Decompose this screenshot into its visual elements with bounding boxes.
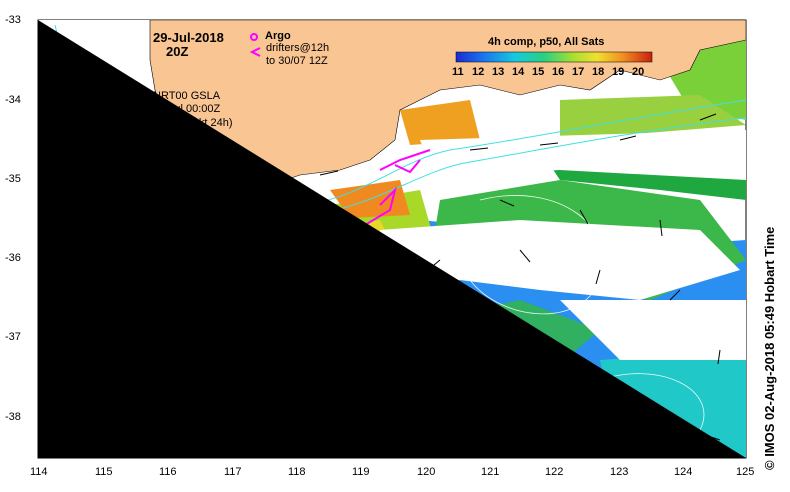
x-tick: 114 [30,466,48,478]
cb-tick: 11 [452,66,464,78]
drifter-legend-icon [249,47,261,57]
x-tick: 116 [159,466,177,478]
x-tick: 115 [95,466,113,478]
credit-label: © IMOS 02-Aug-2018 05:49 Hobart Time [762,226,777,470]
scale-label: 0.5m/s (1kt 24h) [153,117,233,129]
x-tick: 122 [545,466,564,478]
x-tick: 121 [481,466,500,478]
cb-tick: 13 [492,66,505,78]
x-tick: 118 [288,466,306,478]
cb-tick: 20 [632,66,645,78]
cb-tick: 12 [472,66,485,78]
product-time-label: 27-Jul 00:00Z [153,103,221,115]
y-tick: -38 [5,411,21,423]
isobath-200-label: 200m [105,90,133,102]
y-tick: -37 [5,331,21,343]
map-date: 29-Jul-2018 [153,30,224,45]
x-tick: 119 [352,466,370,478]
x-tick: 117 [224,466,242,478]
axes [37,20,746,459]
y-tick: -33 [5,14,21,26]
drifters-time-label: to 30/07 12Z [266,55,328,67]
argo-legend-icon [250,33,258,41]
colorbar-title: 4h comp, p50, All Sats [488,36,605,48]
y-tick: -34 [5,94,21,106]
map-time: 20Z [166,44,189,59]
colorbar [455,51,653,63]
x-tick: 120 [417,466,436,478]
cb-tick: 14 [512,66,525,78]
x-tick: 125 [736,466,755,478]
isobath-1000-label: 1000m [105,103,139,115]
y-tick: -36 [5,252,21,264]
cb-tick: 17 [572,66,585,78]
argo-label: Argo [265,30,291,42]
y-tick: -35 [5,173,21,185]
cb-tick: 18 [592,66,605,78]
cb-tick: 19 [612,66,625,78]
drifters-label: drifters@12h [266,42,330,54]
x-tick: 123 [610,466,629,478]
x-tick: 124 [674,466,693,478]
cb-tick: 16 [552,66,565,78]
cb-tick: 15 [532,66,545,78]
drifter-tracks [364,149,431,226]
product-label: NRT00 GSLA [153,90,221,102]
